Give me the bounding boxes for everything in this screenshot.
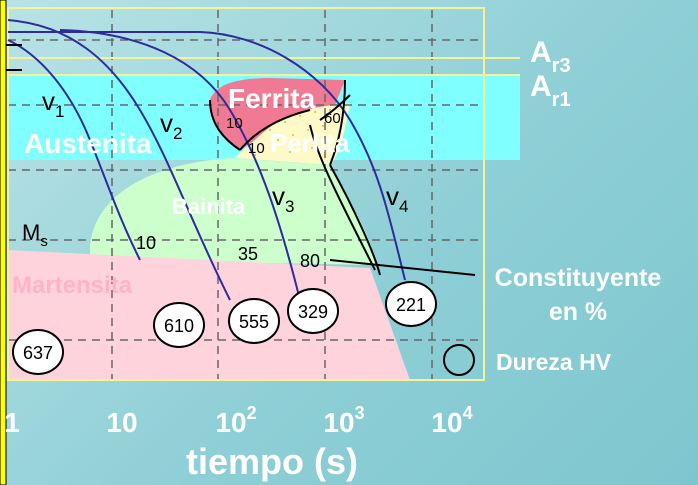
pct-bainite-1: 10: [136, 233, 156, 253]
martensite-label: Martensita: [12, 272, 133, 299]
cooling-curve-v3: [59, 29, 301, 301]
cooling-curve-v1: [7, 39, 141, 261]
left-bar: [0, 0, 7, 485]
ferrite-region: [210, 78, 345, 150]
x-tick: 1: [4, 407, 20, 438]
bainite-region: [90, 158, 375, 265]
legend-constituent-line2: en %: [549, 298, 607, 326]
pct-bainite-3: 80: [300, 251, 320, 271]
curve-label-v4: v4: [386, 181, 408, 216]
legend-hardness-label: Dureza HV: [496, 349, 612, 375]
pearlite-label: Perlita: [270, 128, 350, 158]
cooling-curves: [7, 19, 406, 301]
x-axis-label: tiempo (s): [186, 441, 358, 482]
pct-bainite-2: 35: [238, 244, 258, 264]
svg-text:329: 329: [298, 302, 328, 322]
pct-pearlite-end: 60: [324, 110, 341, 127]
ar3-label: Ar3: [530, 36, 571, 77]
svg-text:221: 221: [396, 295, 426, 315]
curve-label-v2: v2: [160, 108, 182, 143]
pct-pearlite-start: 10: [248, 140, 265, 157]
curve-label-v3: v3: [272, 181, 294, 216]
bainite-label: Bainita: [172, 194, 246, 219]
transformation-lines: [209, 79, 381, 276]
pct-ferrite-start: 10: [226, 115, 243, 132]
ferrite-label: Ferrita: [228, 83, 316, 114]
hardness-marker: 555: [228, 298, 280, 344]
hardness-marker: 329: [287, 288, 339, 334]
x-tick: 10: [106, 407, 137, 438]
cooling-curve-v4: [8, 31, 406, 281]
pearlite-dots: [254, 109, 339, 156]
martensite-region: [8, 250, 410, 380]
cooling-curve-v2: [7, 19, 231, 301]
hardness-marker: 637: [12, 329, 64, 375]
svg-text:555: 555: [239, 312, 269, 332]
ms-label: Ms: [22, 220, 48, 250]
legend-constituent-line1: Constituyente: [495, 264, 662, 292]
curve-label-v1: v1: [42, 86, 64, 121]
svg-text:610: 610: [164, 316, 194, 336]
austenite-label: Austenita: [24, 128, 152, 159]
diagram-frame: [7, 7, 485, 381]
ar1-label: Ar1: [530, 70, 571, 111]
svg-text:637: 637: [23, 343, 53, 363]
x-tick: 103: [323, 403, 364, 438]
x-tick: 104: [431, 403, 472, 438]
hardness-marker: 221: [385, 281, 437, 327]
hardness-marker: 610: [153, 302, 205, 348]
x-tick: 102: [215, 403, 256, 438]
constituent-pointer: [329, 259, 476, 276]
legend-hardness-circle: [443, 344, 475, 376]
